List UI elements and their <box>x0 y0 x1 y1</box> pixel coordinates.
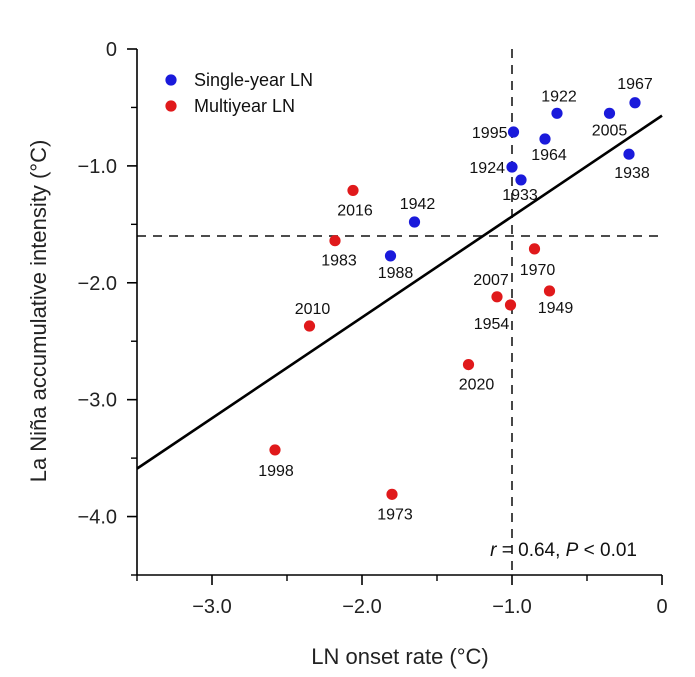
data-label-1942: 1942 <box>400 196 436 213</box>
data-point-2016 <box>347 184 359 197</box>
data-point-1964 <box>539 133 551 145</box>
legend-marker-0 <box>165 74 177 86</box>
data-label-2010: 2010 <box>295 301 331 318</box>
data-point-1942 <box>408 216 421 228</box>
y-tick-label-0: 0 <box>106 39 117 61</box>
data-point-2007 <box>491 291 503 303</box>
y-axis-title: La Niña accumulative intensity (°C) <box>26 140 51 483</box>
data-label-1949: 1949 <box>538 300 574 317</box>
data-point-1922 <box>551 107 563 119</box>
data-label-2007: 2007 <box>473 272 509 289</box>
data-point-2020 <box>462 359 475 371</box>
y-tick-label-4: −4.0 <box>78 507 117 529</box>
data-label-1938: 1938 <box>614 165 650 182</box>
data-label-1988: 1988 <box>378 265 414 282</box>
data-label-1973: 1973 <box>377 506 413 523</box>
data-label-1983: 1983 <box>321 253 357 270</box>
data-point-1938 <box>623 148 635 160</box>
legend-label-0: Single-year LN <box>194 70 313 90</box>
data-label-1964: 1964 <box>531 147 567 164</box>
y-tick-label-1: −1.0 <box>78 156 117 178</box>
data-point-1954 <box>504 299 517 311</box>
data-label-1954: 1954 <box>474 316 510 333</box>
x-tick-label-0: −3.0 <box>192 596 231 618</box>
data-point-1973 <box>386 488 398 500</box>
x-tick-label-2: −1.0 <box>492 596 531 618</box>
data-point-2005 <box>603 107 616 119</box>
data-label-1924: 1924 <box>469 160 505 177</box>
data-label-2020: 2020 <box>459 377 495 394</box>
data-point-1949 <box>543 285 556 297</box>
data-label-1998: 1998 <box>258 463 294 480</box>
y-tick-label-2: −2.0 <box>78 273 117 295</box>
data-point-1998 <box>269 444 281 456</box>
data-point-1970 <box>528 243 541 255</box>
regression-line <box>136 114 663 470</box>
legend-label-1: Multiyear LN <box>194 96 295 116</box>
data-label-1967: 1967 <box>617 76 653 93</box>
data-point-2010 <box>303 320 316 332</box>
x-tick-label-1: −2.0 <box>342 596 381 618</box>
data-label-2005: 2005 <box>592 122 628 139</box>
data-point-1933 <box>515 174 527 186</box>
data-point-1967 <box>629 97 641 109</box>
data-label-1933: 1933 <box>502 187 538 204</box>
data-point-1995 <box>507 126 520 138</box>
y-tick-label-3: −3.0 <box>78 390 117 412</box>
data-point-1924 <box>506 161 518 173</box>
data-point-1983 <box>329 235 341 247</box>
legend-marker-1 <box>165 100 177 112</box>
stats-annotation: r = 0.64, P < 0.01 <box>490 540 637 561</box>
data-label-1995: 1995 <box>472 125 508 142</box>
data-label-1970: 1970 <box>520 262 556 279</box>
data-point-1988 <box>384 250 397 262</box>
data-label-2016: 2016 <box>337 202 373 219</box>
x-tick-label-3: 0 <box>656 596 667 618</box>
x-axis-title: LN onset rate (°C) <box>311 644 489 669</box>
data-label-1922: 1922 <box>541 88 577 105</box>
